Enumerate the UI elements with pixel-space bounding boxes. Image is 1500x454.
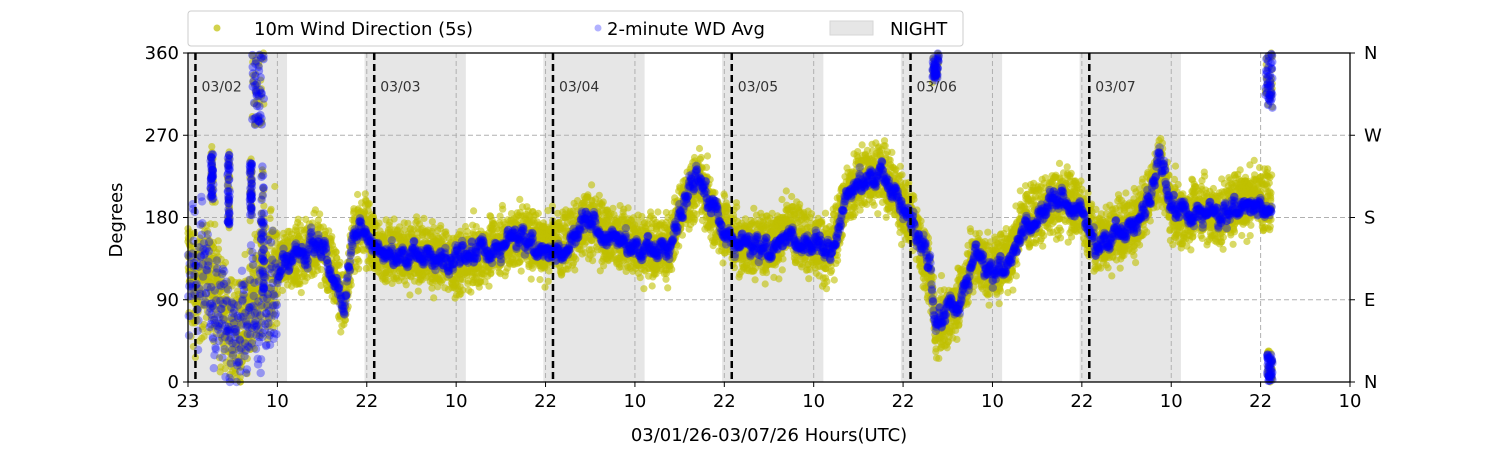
point-5s xyxy=(704,152,711,159)
point-5s xyxy=(528,276,535,283)
point-5s xyxy=(215,246,222,253)
point-5s xyxy=(778,196,785,203)
point-5s xyxy=(762,280,769,287)
point-5s xyxy=(696,145,703,152)
point-5s xyxy=(271,183,278,190)
point-5s xyxy=(640,285,647,292)
point-5s xyxy=(298,289,305,296)
point-5s xyxy=(273,320,280,327)
point-5s xyxy=(805,275,812,282)
point-5s xyxy=(719,259,726,266)
point-5s xyxy=(808,210,815,217)
point-5s xyxy=(831,276,838,283)
point-5s xyxy=(779,266,786,273)
point-5s xyxy=(834,257,841,264)
point-5s xyxy=(589,257,596,264)
point-5s xyxy=(420,215,427,222)
point-5s xyxy=(467,289,474,296)
point-5s xyxy=(637,274,644,281)
point-5s xyxy=(499,206,506,213)
point-5s xyxy=(470,207,477,214)
point-5s xyxy=(788,193,795,200)
point-5s xyxy=(215,237,222,244)
point-5s xyxy=(268,206,275,213)
point-5s xyxy=(403,281,410,288)
point-5s xyxy=(316,210,323,217)
point-5s xyxy=(752,276,759,283)
point-5s xyxy=(279,287,286,294)
point-5s xyxy=(822,210,829,217)
point-5s xyxy=(572,256,579,263)
point-5s xyxy=(763,269,770,276)
point-5s xyxy=(337,328,344,335)
point-5s xyxy=(415,288,422,295)
point-5s xyxy=(545,267,552,274)
point-5s xyxy=(337,259,344,266)
point-5s xyxy=(429,218,436,225)
point-5s xyxy=(366,200,373,207)
point-5s xyxy=(529,265,536,272)
point-5s xyxy=(588,181,595,188)
point-5s xyxy=(733,203,740,210)
point-5s xyxy=(783,187,790,194)
point-5s xyxy=(406,291,413,298)
point-5s xyxy=(721,192,728,199)
point-5s xyxy=(600,198,607,205)
point-5s xyxy=(750,205,757,212)
point-5s xyxy=(437,222,444,229)
point-5s xyxy=(211,221,218,228)
point-5s xyxy=(649,282,656,289)
point-5s xyxy=(703,164,710,171)
point-5s xyxy=(362,190,369,197)
point-5s xyxy=(625,204,632,211)
point-5s xyxy=(328,233,335,240)
point-5s xyxy=(536,276,543,283)
point-5s xyxy=(823,285,830,292)
point-5s xyxy=(654,208,661,215)
point-5s xyxy=(779,255,786,262)
point-5s xyxy=(391,215,398,222)
point-5s xyxy=(823,278,830,285)
point-5s xyxy=(675,243,682,250)
point-5s xyxy=(485,283,492,290)
point-5s xyxy=(430,294,437,301)
point-5s xyxy=(596,192,603,199)
point-5s xyxy=(571,266,578,273)
point-5s xyxy=(535,210,542,217)
point-5s xyxy=(354,191,361,198)
point-5s xyxy=(545,278,552,285)
point-5s xyxy=(775,275,782,282)
point-5s xyxy=(698,154,705,161)
point-5s xyxy=(516,196,523,203)
point-5s xyxy=(668,266,675,273)
point-5s xyxy=(376,220,383,227)
point-5s xyxy=(796,201,803,208)
point-5s xyxy=(518,268,525,275)
point-5s xyxy=(355,258,362,265)
point-5s xyxy=(664,284,671,291)
point-5s xyxy=(497,213,504,220)
point-5s xyxy=(828,267,835,274)
point-5s xyxy=(315,217,322,224)
point-5s xyxy=(355,265,362,272)
point-5s xyxy=(609,205,616,212)
